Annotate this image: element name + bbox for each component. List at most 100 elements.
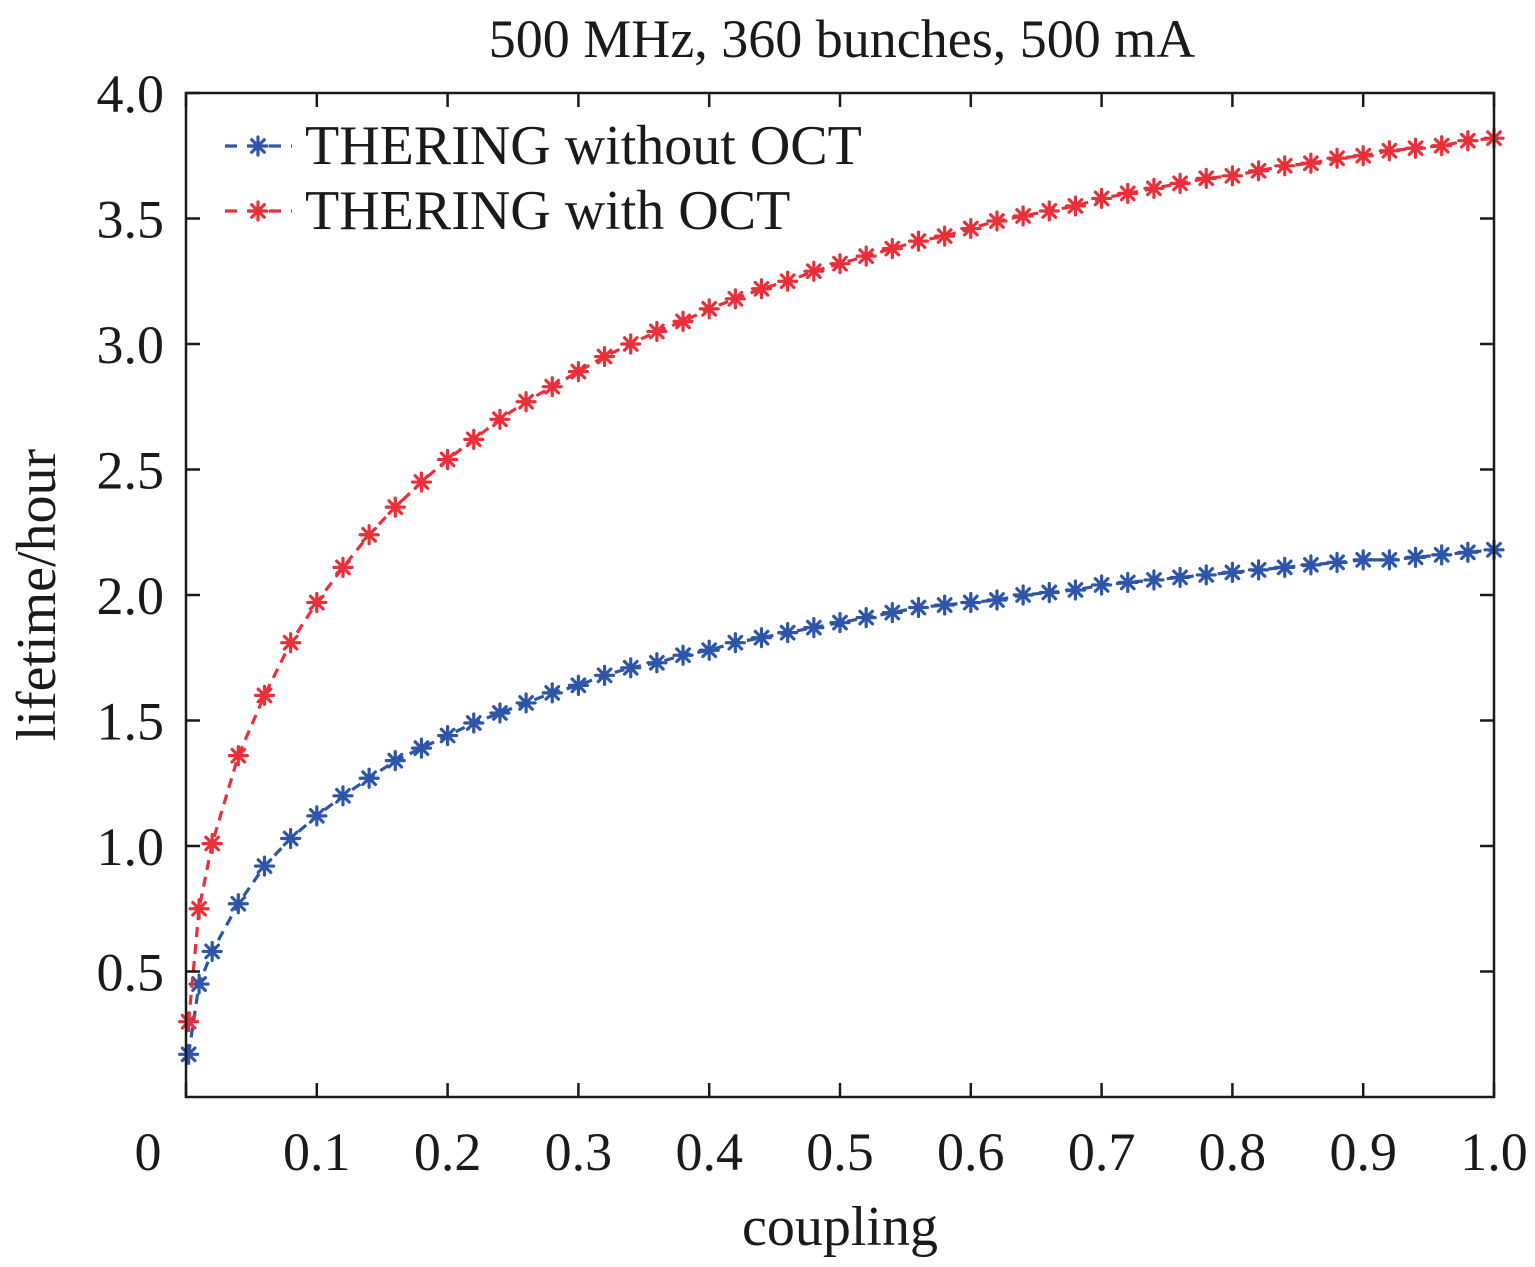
data-point — [855, 606, 877, 629]
data-point — [960, 217, 982, 240]
x-tick-label: 0.1 — [283, 1122, 351, 1182]
data-point — [934, 594, 956, 616]
data-point — [437, 448, 459, 471]
data-point — [750, 627, 773, 649]
data-point — [1431, 544, 1453, 566]
chart-title: 500 MHz, 360 bunches, 500 mA — [489, 9, 1195, 69]
data-point — [1404, 137, 1427, 159]
y-tick-label: 1.0 — [97, 817, 165, 877]
series-line — [187, 136, 1495, 1022]
data-point — [1012, 584, 1034, 606]
data-point — [1274, 155, 1296, 177]
data-point — [178, 1011, 200, 1033]
data-point — [934, 225, 956, 247]
data-point — [463, 712, 485, 734]
x-tick-label: 0.6 — [937, 1122, 1005, 1182]
data-point — [1300, 554, 1322, 576]
data-point — [1404, 546, 1427, 568]
data-point — [1012, 205, 1034, 227]
x-tick-label: 1.0 — [1460, 1122, 1528, 1182]
data-point — [358, 767, 380, 789]
x-tick-label: 0.2 — [414, 1122, 482, 1182]
data-point — [178, 1043, 200, 1065]
data-point — [750, 278, 773, 300]
x-tick-label: 0 — [135, 1122, 162, 1182]
x-axis-label: coupling — [742, 1196, 938, 1258]
data-point — [253, 855, 276, 877]
data-point — [1091, 187, 1113, 210]
data-point — [567, 361, 589, 383]
data-point — [463, 428, 485, 450]
data-point — [907, 230, 930, 252]
data-point — [515, 391, 537, 413]
data-point — [541, 376, 563, 398]
data-point — [227, 745, 249, 767]
data-point — [881, 238, 903, 260]
data-point — [1195, 167, 1217, 189]
data-point — [1457, 541, 1479, 563]
data-point — [1143, 177, 1165, 199]
x-tick-label: 0.7 — [1068, 1122, 1136, 1182]
data-point — [960, 591, 982, 614]
data-point — [698, 639, 720, 661]
data-point — [803, 260, 825, 282]
data-point — [567, 674, 589, 696]
y-tick-label: 2.5 — [97, 441, 165, 501]
data-point — [646, 652, 668, 674]
data-point — [593, 345, 616, 368]
data-point — [724, 288, 746, 310]
data-point — [829, 612, 851, 634]
data-point — [306, 805, 328, 827]
series-line — [187, 548, 1495, 1055]
data-point — [1221, 561, 1243, 584]
legend-entry: THERING without OCT — [225, 115, 862, 177]
data-point — [1169, 566, 1191, 589]
data-point — [803, 617, 825, 639]
data-point — [188, 973, 210, 995]
data-point — [384, 750, 406, 772]
data-point — [332, 785, 354, 807]
legend-marker — [247, 135, 269, 157]
series-1 — [178, 539, 1505, 1065]
x-tick-label: 0.4 — [675, 1122, 743, 1182]
data-point — [1038, 581, 1060, 604]
data-point — [672, 310, 694, 333]
legend-label: THERING without OCT — [305, 115, 862, 177]
data-point — [1274, 556, 1296, 578]
data-point — [855, 245, 877, 267]
data-point — [829, 253, 851, 275]
data-point — [253, 684, 276, 706]
data-point — [1378, 549, 1400, 571]
data-point — [1457, 130, 1479, 152]
y-tick-label: 0.5 — [97, 943, 165, 1003]
data-point — [646, 320, 668, 343]
data-point — [1169, 172, 1191, 194]
data-point — [515, 692, 537, 714]
y-tick-label: 2.0 — [97, 566, 165, 626]
data-point — [1326, 147, 1348, 169]
data-point — [541, 682, 563, 704]
data-point — [1300, 152, 1322, 174]
data-point — [306, 591, 328, 614]
y-tick-label: 1.5 — [97, 692, 165, 752]
data-point — [1064, 195, 1087, 217]
data-point — [777, 270, 799, 292]
data-point — [672, 644, 694, 666]
x-tick-label: 0.3 — [545, 1122, 613, 1182]
y-tick-label: 3.5 — [97, 190, 165, 250]
data-point — [1195, 564, 1217, 586]
data-point — [620, 657, 642, 679]
data-point — [881, 601, 903, 624]
plot-area — [178, 127, 1505, 1065]
data-point — [201, 940, 223, 963]
legend-entry: THERING with OCT — [225, 180, 790, 242]
data-point — [201, 832, 223, 855]
data-point — [777, 622, 799, 644]
data-point — [280, 632, 302, 654]
data-point — [358, 524, 380, 546]
data-point — [1117, 182, 1139, 204]
data-point — [1378, 140, 1400, 162]
data-point — [188, 898, 210, 920]
